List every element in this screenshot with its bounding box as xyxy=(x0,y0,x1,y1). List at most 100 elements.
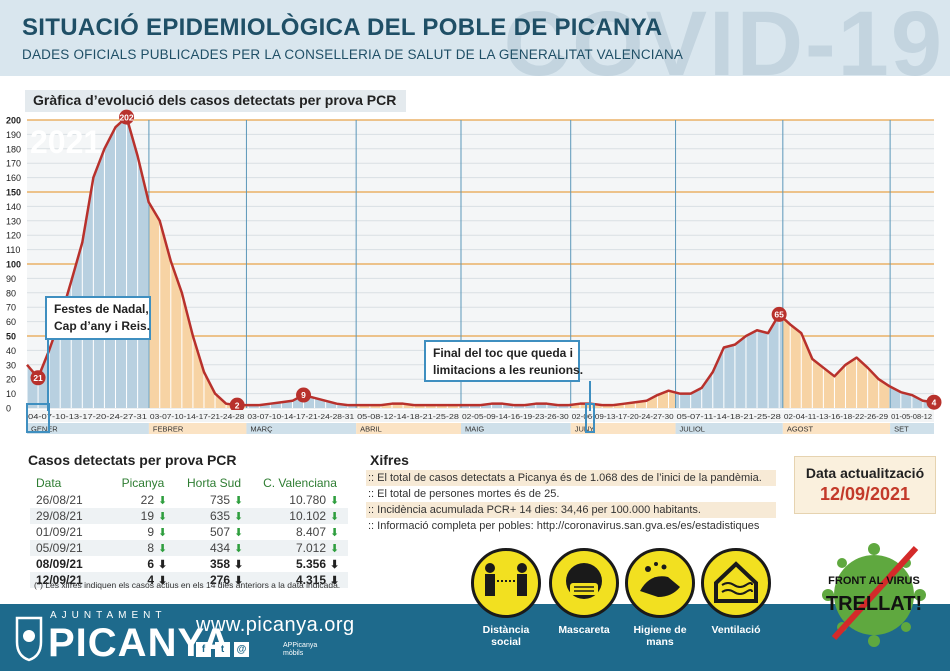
cell-date: 26/08/21 xyxy=(36,493,83,507)
page-subtitle: DADES OFICIALS PUBLICADES PER LA CONSELL… xyxy=(22,47,684,62)
chart-title: Gràfica d’evolució dels casos detectats … xyxy=(25,90,407,112)
cell-date: 08/09/21 xyxy=(36,557,83,571)
col-picanya: Picanya xyxy=(121,476,165,490)
y-tick-label: 60 xyxy=(6,317,16,327)
month-label: JULIOL xyxy=(680,425,705,434)
table-row: 05/09/21 8 ⬇ 434 ⬇ 7.012 ⬇ xyxy=(30,540,348,556)
data-point-marker xyxy=(771,306,787,322)
update-box: Data actualització 12/09/2021 xyxy=(794,456,936,514)
y-tick-label: 50 xyxy=(6,332,16,342)
update-date: 12/09/2021 xyxy=(819,484,911,504)
cell-date: 12/09/21 xyxy=(30,572,110,588)
y-tick-label: 30 xyxy=(6,360,16,370)
arrow-down-icon: ⬇ xyxy=(234,558,244,571)
y-tick-label: 150 xyxy=(6,188,21,198)
cell-picanya: 19 xyxy=(110,508,158,524)
town-shield-icon xyxy=(15,616,43,662)
xifres-line: :: Informació completa per pobles: http:… xyxy=(368,520,760,532)
table-row: 08/09/21 6 ⬇ 358 ⬇ 5.356 ⬇ xyxy=(30,556,348,572)
update-label: Data actualització xyxy=(805,465,925,481)
x-tick-strip xyxy=(782,410,891,422)
annotation-curfew-mark xyxy=(585,403,595,433)
y-tick-label: 180 xyxy=(6,144,21,154)
cell-cv: 7.012 xyxy=(252,540,330,556)
area-fill xyxy=(570,390,676,408)
month-strip xyxy=(148,423,247,434)
area-fill xyxy=(356,403,461,408)
area-fill xyxy=(782,317,891,408)
xifres-line: :: Incidència acumulada PCR+ 14 dies: 34… xyxy=(366,502,776,518)
cases-title: Casos detectats per prova PCR xyxy=(28,452,237,468)
x-tick-label: 02-06-09-13-17-20-24-27-30 xyxy=(572,412,674,421)
y-tick-label: 110 xyxy=(6,245,20,255)
cell-horta: 735 xyxy=(209,493,230,507)
y-tick-label: 170 xyxy=(6,159,21,169)
measure-ventilation: Ventilació xyxy=(698,548,774,636)
page-title: SITUACIÓ EPIDEMIOLÒGICA DEL POBLE DE PIC… xyxy=(22,14,663,41)
arrow-down-icon: ⬇ xyxy=(330,558,340,571)
data-point-marker xyxy=(229,397,245,413)
x-tick-strip xyxy=(27,410,149,422)
website-link[interactable]: www.picanya.org xyxy=(196,614,355,636)
x-tick-strip xyxy=(570,410,676,422)
cell-horta: 507 xyxy=(209,525,230,539)
cell-cv: 8.407 xyxy=(295,525,326,539)
arrow-down-icon: ⬇ xyxy=(158,508,176,524)
cell-cv: 5.356 xyxy=(295,557,326,571)
cell-horta: 434 xyxy=(176,540,234,556)
header: COVID-19 SITUACIÓ EPIDEMIOLÒGICA DEL POB… xyxy=(0,0,950,76)
cases-table: Data Picanya Horta Sud C. Valenciana 26/… xyxy=(30,474,348,588)
cell-picanya: 6 xyxy=(147,557,154,571)
col-date: Data xyxy=(36,476,62,490)
front-al-virus-badge: FRONT AL VIRUS TRELLAT! xyxy=(822,543,926,647)
month-label: ABRIL xyxy=(360,425,382,434)
measure-label: Mascareta xyxy=(558,624,610,636)
x-tick-label: 05-07-11-14-18-21-25-28 xyxy=(677,412,781,421)
twitter-icon[interactable]: t xyxy=(215,642,230,657)
x-tick-strip xyxy=(675,410,783,422)
facebook-icon[interactable]: f xyxy=(196,642,211,657)
x-tick-label: 03-07-10-14-17-21-24-28 xyxy=(150,412,245,421)
month-strip xyxy=(890,423,934,434)
x-tick-strip xyxy=(246,410,357,422)
col-cv: C. Valenciana xyxy=(263,476,337,490)
y-tick-label: 130 xyxy=(6,216,21,226)
y-tick-label: 200 xyxy=(6,116,21,126)
data-point-marker xyxy=(296,387,312,403)
app-label: APPicanya mòbils xyxy=(283,642,318,657)
y-tick-label: 40 xyxy=(6,346,16,356)
mask-icon xyxy=(549,548,619,618)
y-tick-label: 190 xyxy=(6,130,21,140)
x-tick-label: 05-08-12-14-18-21-25-28 xyxy=(357,412,459,421)
front-text-1: FRONT AL VIRUS xyxy=(828,575,920,587)
email-icon[interactable]: @ xyxy=(234,642,249,657)
area-fill xyxy=(675,314,783,408)
data-label: 4 xyxy=(932,397,937,407)
annotation-holidays-text: Festes de Nadal, xyxy=(54,302,149,316)
data-label: 202 xyxy=(119,112,133,122)
x-tick-strip xyxy=(356,410,461,422)
y-tick-label: 140 xyxy=(6,202,21,212)
arrow-down-icon: ⬇ xyxy=(158,494,168,507)
annotation-holidays-box xyxy=(45,296,151,340)
arrow-down-icon: ⬇ xyxy=(330,508,348,524)
hands-icon xyxy=(625,548,695,618)
y-tick-label: 90 xyxy=(6,274,16,284)
month-strip xyxy=(356,423,461,434)
month-label: FEBRER xyxy=(153,425,184,434)
cell-picanya: 9 xyxy=(147,525,154,539)
data-label: 9 xyxy=(301,390,306,400)
y-tick-label: 160 xyxy=(6,173,21,183)
cell-picanya: 8 xyxy=(110,540,158,556)
arrow-down-icon: ⬇ xyxy=(330,572,348,588)
cell-cv: 10.102 xyxy=(252,508,330,524)
arrow-down-icon: ⬇ xyxy=(234,540,252,556)
ventilation-icon xyxy=(701,548,771,618)
annotation-curfew-text: limitacions a les reunions. xyxy=(433,363,583,377)
y-tick-label: 120 xyxy=(6,231,21,241)
annotation-holidays-text: Cap d’any i Reis. xyxy=(54,319,150,333)
data-point-marker xyxy=(119,109,135,125)
col-horta: Horta Sud xyxy=(186,476,242,490)
xifres-list: :: El total de casos detectats a Picanya… xyxy=(366,467,776,534)
y-tick-label: 100 xyxy=(6,260,21,270)
